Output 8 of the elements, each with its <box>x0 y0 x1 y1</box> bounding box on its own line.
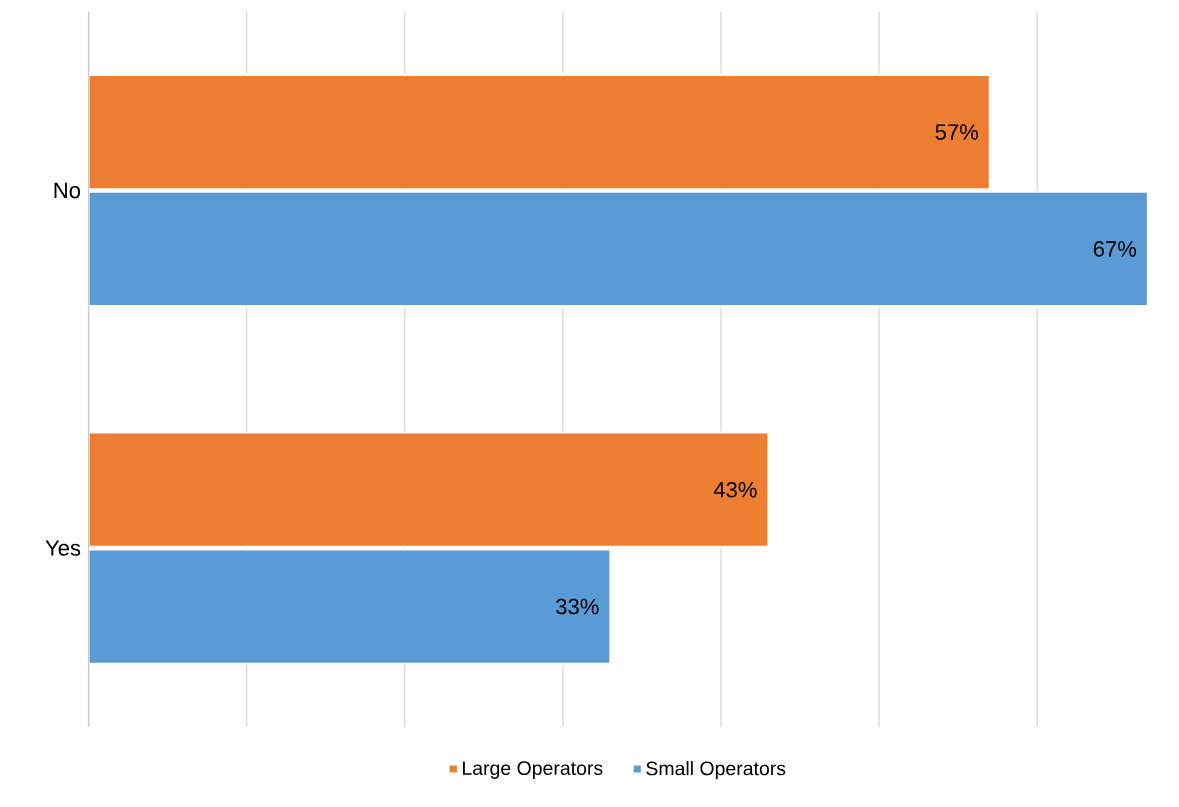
y-tick-label: No <box>54 182 81 199</box>
data-label: 67% <box>1093 240 1137 257</box>
legend-label: Large Operators <box>463 761 603 779</box>
data-label: 33% <box>556 598 599 615</box>
data-label: 43% <box>713 481 757 498</box>
y-tick-label: Yes <box>45 540 81 556</box>
legend-label: Small Operators <box>646 760 786 779</box>
data-label: 57% <box>935 124 979 140</box>
